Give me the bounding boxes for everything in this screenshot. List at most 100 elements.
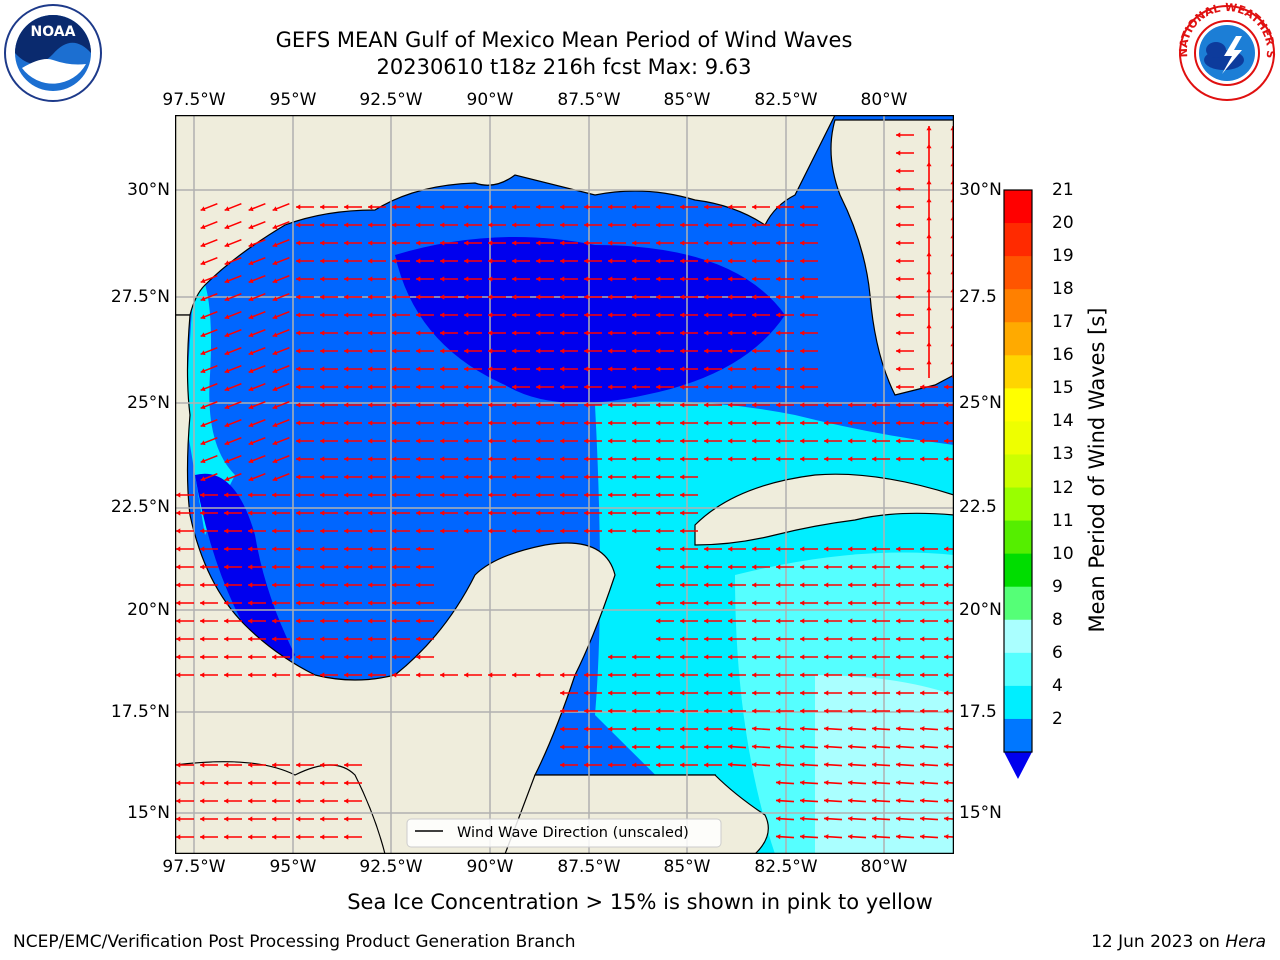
- wind-wave-arrowhead: [248, 206, 254, 212]
- wind-wave-arrowhead: [680, 672, 685, 678]
- wind-wave-arrowhead: [926, 252, 932, 257]
- wind-wave-arrowhead: [944, 780, 949, 786]
- wind-wave-arrowhead: [344, 276, 349, 282]
- wind-wave-arrowhead: [392, 366, 397, 372]
- wind-wave-arrowhead: [464, 240, 469, 246]
- wind-wave-arrowhead: [704, 276, 709, 282]
- field-below-2-west: [195, 473, 295, 675]
- wind-wave-arrowhead: [944, 816, 949, 822]
- wind-wave-arrowhead: [752, 366, 757, 372]
- colorbar-tick-label: 6: [1052, 642, 1063, 663]
- wind-wave-arrowhead: [800, 312, 805, 318]
- wind-wave-arrowhead: [848, 726, 853, 732]
- wind-wave-arrowhead: [728, 582, 733, 588]
- wind-wave-arrowhead: [632, 528, 637, 534]
- wind-wave-arrowhead: [680, 222, 685, 228]
- colorbar-segment: [1004, 685, 1032, 720]
- wind-wave-arrowhead: [896, 708, 901, 714]
- wind-wave-arrowhead: [248, 510, 253, 516]
- wind-wave-arrowhead: [272, 458, 278, 464]
- wind-wave-arrowhead: [296, 258, 301, 264]
- wind-wave-arrowhead: [656, 600, 661, 606]
- wind-wave-arrowhead: [608, 348, 613, 354]
- wind-wave-arrowhead: [368, 222, 373, 228]
- wind-wave-arrowhead: [296, 366, 301, 372]
- wind-wave-arrowhead: [656, 456, 661, 462]
- wind-wave-arrowhead: [512, 204, 517, 210]
- wind-wave-arrowhead: [296, 474, 301, 480]
- wind-wave-arrowhead: [680, 258, 685, 264]
- wind-wave-arrowhead: [392, 384, 397, 390]
- wind-wave-arrowhead: [776, 204, 781, 210]
- wind-wave-arrowhead: [608, 690, 613, 696]
- wind-wave-arrowhead: [926, 144, 932, 149]
- wind-wave-arrowhead: [536, 510, 541, 516]
- wind-wave-arrowhead: [824, 654, 829, 660]
- wind-wave-arrowhead: [320, 366, 325, 372]
- wind-wave-arrowhead: [320, 564, 325, 570]
- wind-wave-arrowhead: [536, 438, 541, 444]
- wind-wave-arrowhead: [800, 204, 805, 210]
- wind-wave-arrowhead: [248, 314, 254, 320]
- wind-wave-arrowhead: [944, 798, 949, 804]
- wind-wave-arrowhead: [224, 368, 230, 374]
- wind-wave-arrowhead: [824, 600, 829, 606]
- wind-wave-arrowhead: [536, 258, 541, 264]
- wind-wave-arrowhead: [896, 402, 901, 408]
- wind-wave-arrowhead: [632, 456, 637, 462]
- wind-wave-arrowhead: [656, 366, 661, 372]
- wind-wave-arrowhead: [584, 726, 589, 732]
- wind-wave-arrowhead: [176, 600, 181, 606]
- wind-wave-arrowhead: [800, 618, 805, 624]
- wind-wave-arrowhead: [440, 510, 445, 516]
- wind-wave-arrowhead: [608, 528, 613, 534]
- wind-wave-arrowhead: [680, 510, 685, 516]
- wind-wave-arrowhead: [608, 708, 613, 714]
- lon-label-top: 87.5°W: [557, 90, 621, 110]
- wind-wave-arrowhead: [776, 798, 781, 804]
- wind-wave-arrowhead: [536, 492, 541, 498]
- wind-wave-arrowhead: [752, 582, 757, 588]
- wind-wave-arrowhead: [848, 564, 853, 570]
- wind-wave-arrowhead: [584, 348, 589, 354]
- wind-wave-arrowhead: [488, 348, 493, 354]
- wind-wave-arrowhead: [680, 600, 685, 606]
- field-4-6-west: [185, 265, 235, 535]
- wind-wave-arrowhead: [296, 294, 301, 300]
- wind-wave-arrowhead: [824, 744, 829, 750]
- wind-wave-arrowhead: [872, 618, 877, 624]
- wind-wave-arrowhead: [800, 744, 805, 750]
- wind-wave-arrowhead: [440, 222, 445, 228]
- wind-wave-arrowhead: [488, 402, 493, 408]
- wind-wave-arrowhead: [224, 224, 230, 230]
- wind-wave-arrowhead: [776, 222, 781, 228]
- wind-wave-arrowhead: [272, 476, 278, 482]
- wind-wave-arrowhead: [848, 438, 853, 444]
- wind-wave-arrowhead: [632, 474, 637, 480]
- wind-wave-arrowhead: [584, 294, 589, 300]
- wind-wave-arrowhead: [584, 744, 589, 750]
- wind-wave-arrowhead: [392, 276, 397, 282]
- wind-wave-arrowhead: [248, 458, 254, 464]
- wind-wave-arrowhead: [926, 324, 932, 329]
- wind-wave-arrowhead: [272, 600, 277, 606]
- wind-wave-arrowhead: [608, 672, 613, 678]
- wind-wave-arrowhead: [896, 258, 901, 264]
- wind-wave-arrowhead: [872, 672, 877, 678]
- wind-wave-arrowhead: [248, 492, 253, 498]
- wind-wave-arrowhead: [296, 582, 301, 588]
- wind-wave-arrowhead: [926, 198, 932, 203]
- wind-wave-arrowhead: [926, 270, 932, 275]
- wind-wave-arrowhead: [416, 348, 421, 354]
- wind-wave-arrowhead: [728, 330, 733, 336]
- wind-wave-arrowhead: [728, 366, 733, 372]
- wind-wave-arrowhead: [896, 456, 901, 462]
- lat-label-left: 15°N: [127, 803, 170, 823]
- wind-wave-arrowhead: [416, 528, 421, 534]
- colorbar-segment: [1004, 586, 1032, 621]
- wind-wave-arrowhead: [872, 636, 877, 642]
- wind-wave-arrowhead: [728, 654, 733, 660]
- wind-wave-arrowhead: [728, 312, 733, 318]
- wind-wave-arrowhead: [920, 564, 925, 570]
- wind-wave-arrowhead: [344, 780, 349, 786]
